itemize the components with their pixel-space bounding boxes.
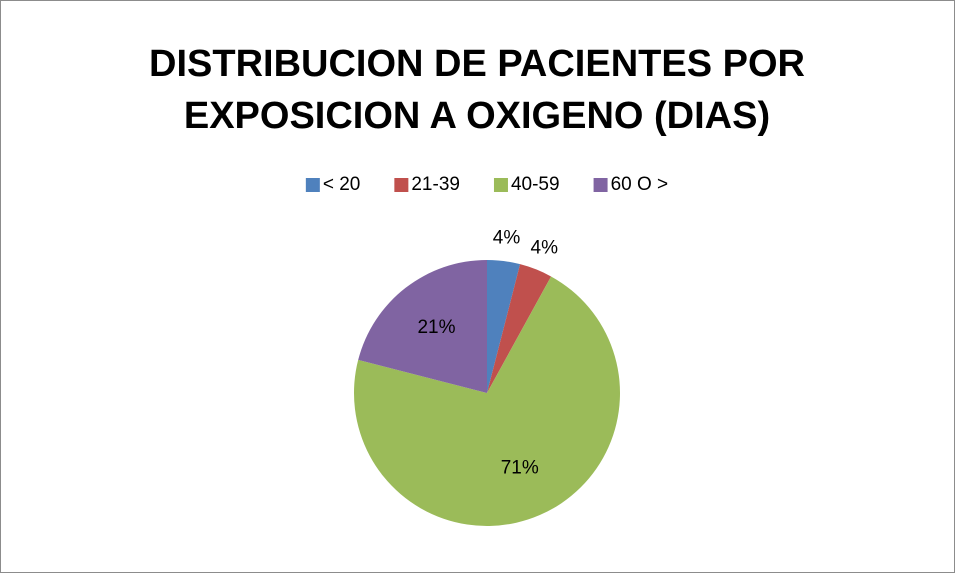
pie-slice (358, 260, 487, 393)
data-label: 4% (493, 228, 521, 249)
legend-label: 60 O > (611, 174, 669, 195)
legend-label: 40-59 (511, 174, 560, 195)
pie-slice (487, 264, 552, 393)
pie-slice (354, 276, 621, 526)
chart-title: DISTRIBUCION DE PACIENTES POR EXPOSICION… (149, 43, 805, 137)
pie-slice (487, 260, 521, 393)
legend-label: 21-39 (411, 174, 460, 195)
data-label: 21% (417, 317, 455, 338)
data-label: 71% (501, 458, 539, 479)
legend-swatch (593, 178, 608, 192)
data-label: 4% (531, 237, 559, 258)
legend-swatch (394, 178, 409, 192)
legend-swatch (305, 178, 320, 192)
legend-label: < 20 (323, 174, 361, 195)
legend-swatch (493, 178, 508, 192)
